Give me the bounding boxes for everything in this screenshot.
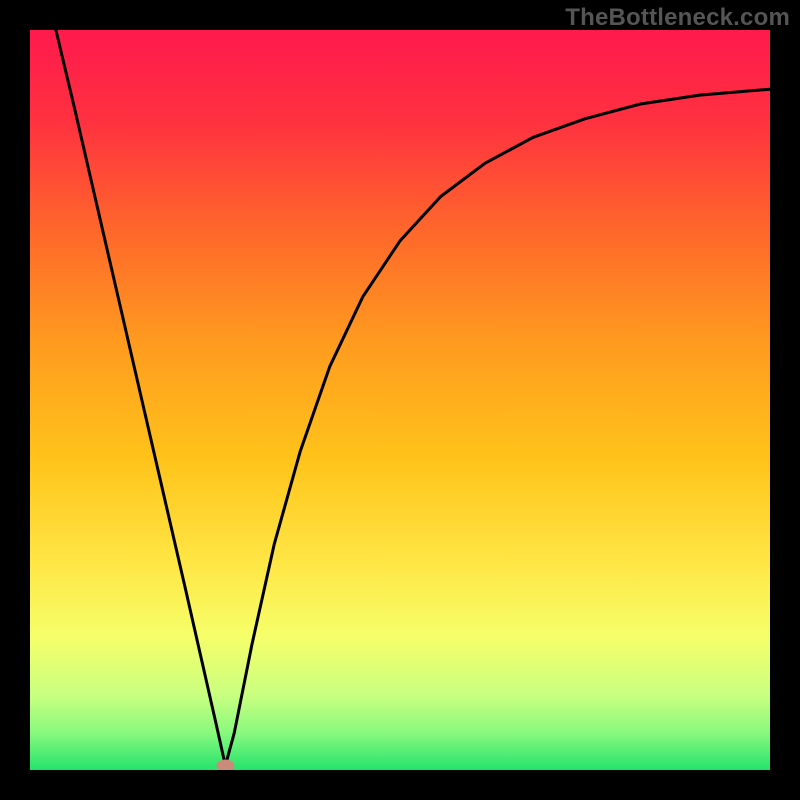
plot-area [30,30,770,770]
watermark-text: TheBottleneck.com [565,4,790,32]
chart-canvas: TheBottleneck.com [0,0,800,800]
